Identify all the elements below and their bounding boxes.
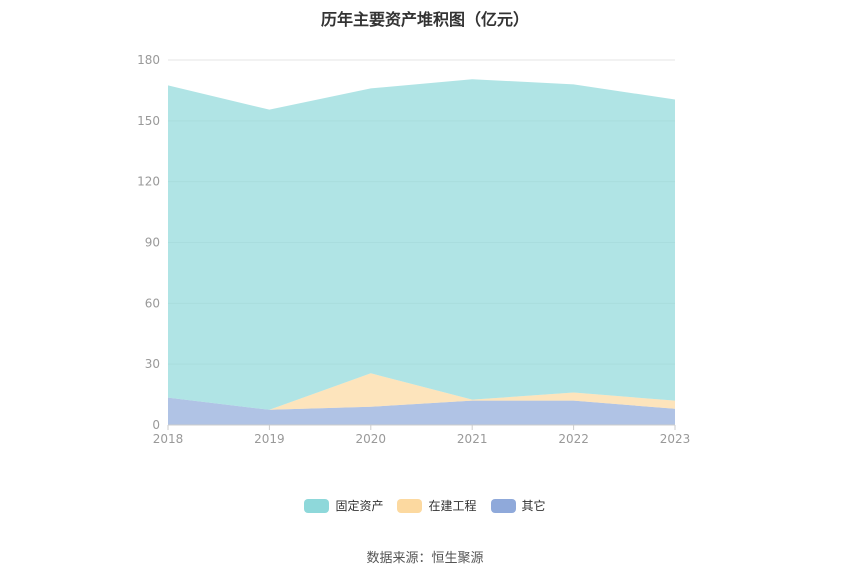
legend-swatch [304, 498, 330, 513]
legend: 固定资产 在建工程 其它 [0, 497, 850, 514]
x-tick-label: 2023 [660, 432, 691, 446]
legend-label: 在建工程 [428, 499, 477, 513]
y-tick-label: 180 [137, 53, 160, 67]
area-series-1 [168, 373, 675, 410]
y-tick-label: 120 [137, 175, 160, 189]
chart-title: 历年主要资产堆积图（亿元） [320, 10, 529, 29]
area-series-0 [168, 397, 675, 425]
y-tick-label: 90 [145, 236, 160, 250]
legend-item[interactable]: 固定资产 [304, 497, 383, 514]
legend-swatch [397, 498, 423, 513]
x-tick-label: 2021 [457, 432, 488, 446]
legend-label: 其它 [521, 499, 546, 513]
x-tick-label: 2020 [356, 432, 387, 446]
y-tick-label: 0 [152, 418, 160, 432]
legend-label: 固定资产 [335, 499, 384, 513]
x-tick-label: 2019 [254, 432, 285, 446]
y-tick-label: 60 [145, 296, 160, 310]
axes: 0 30 60 90 120 150 180 2018 2019 2020 2021 2022 2023 [137, 53, 690, 446]
y-tick-label: 150 [137, 114, 160, 128]
legend-item[interactable]: 其它 [490, 497, 546, 514]
area-series-2 [168, 79, 675, 410]
x-tick-label: 2022 [558, 432, 589, 446]
data-source-note: 数据来源：恒生聚源 [366, 551, 484, 566]
area-series [168, 79, 675, 425]
y-tick-label: 30 [145, 357, 160, 371]
legend-item[interactable]: 在建工程 [397, 497, 477, 514]
legend-swatch [490, 498, 516, 513]
x-tick-label: 2018 [153, 432, 184, 446]
